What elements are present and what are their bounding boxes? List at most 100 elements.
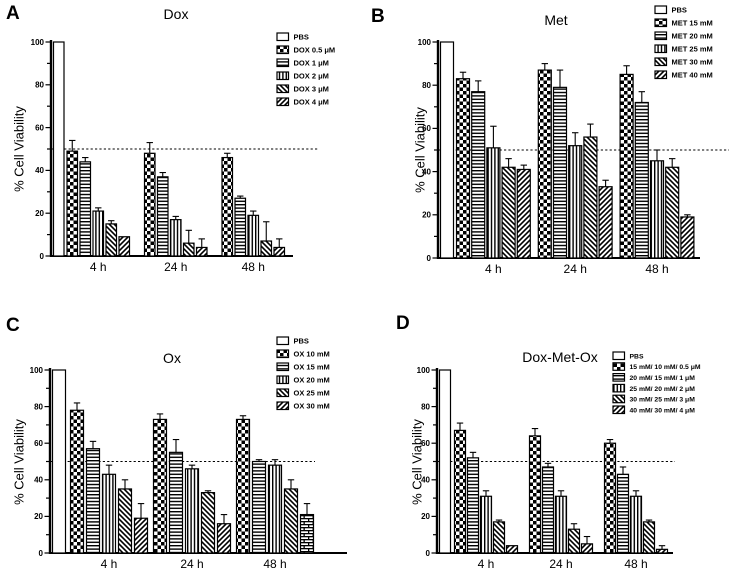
legend-swatch bbox=[612, 394, 626, 404]
legend-swatch bbox=[276, 362, 290, 372]
y-tick-label: 20 bbox=[35, 209, 44, 218]
bar bbox=[85, 448, 101, 554]
panel-b-letter: B bbox=[371, 6, 385, 27]
legend-swatch bbox=[654, 31, 668, 41]
y-tick-label: 100 bbox=[418, 38, 432, 47]
y-tick-label: 40 bbox=[35, 166, 44, 175]
bar bbox=[501, 166, 516, 259]
legend-swatch bbox=[276, 32, 290, 42]
bar bbox=[634, 101, 649, 259]
legend-swatch bbox=[276, 388, 290, 398]
bar bbox=[471, 91, 486, 259]
y-tick-label: 20 bbox=[421, 512, 430, 521]
y-tick-label: 60 bbox=[421, 439, 430, 448]
bar bbox=[655, 548, 669, 554]
bar bbox=[267, 464, 283, 554]
x-tick-label: 24 h bbox=[549, 557, 572, 571]
x-tick-label: 24 h bbox=[180, 557, 203, 571]
panel-b-y-axis-label: % Cell Viability bbox=[412, 107, 428, 193]
bar bbox=[79, 161, 92, 257]
bar bbox=[251, 460, 267, 554]
bar bbox=[568, 145, 583, 259]
legend-label: DOX 2 μM bbox=[294, 71, 329, 80]
y-tick-label: 0 bbox=[426, 549, 431, 558]
bar bbox=[117, 488, 133, 554]
panel-c-chart: 0 20 40 60 80 100 4 h 24 h 48 h PBS OX 10 mM OX 15 … bbox=[30, 336, 347, 571]
legend-label: OX 25 mM bbox=[294, 388, 330, 397]
legend-swatch bbox=[654, 70, 668, 80]
legend-swatch bbox=[654, 57, 668, 67]
bar bbox=[505, 545, 519, 554]
legend-label: 40 mM/ 30 mM/ 4 μM bbox=[630, 407, 696, 414]
y-tick-label: 40 bbox=[34, 476, 43, 485]
y-tick-label: 0 bbox=[427, 254, 432, 263]
legend-label: OX 10 mM bbox=[294, 349, 330, 358]
x-tick-label: 24 h bbox=[564, 262, 587, 276]
panel-d-letter: D bbox=[396, 313, 410, 334]
legend-swatch bbox=[612, 351, 626, 361]
x-tick-label: 4 h bbox=[485, 262, 502, 276]
panel-a-y-axis-label: % Cell Viability bbox=[11, 106, 27, 192]
bar bbox=[152, 418, 168, 554]
bar bbox=[486, 147, 501, 259]
bar bbox=[105, 223, 118, 257]
bar bbox=[118, 236, 131, 257]
bar bbox=[234, 197, 247, 257]
y-tick-label: 40 bbox=[422, 167, 431, 176]
legend-swatch bbox=[276, 375, 290, 385]
y-tick-label: 80 bbox=[422, 81, 431, 90]
legend-label: OX 30 mM bbox=[294, 401, 330, 410]
bar bbox=[616, 473, 630, 554]
bar bbox=[133, 517, 149, 554]
bar bbox=[184, 468, 200, 554]
y-tick-label: 60 bbox=[34, 439, 43, 448]
panel-d-y-axis-label: % Cell Viability bbox=[409, 419, 425, 505]
bar bbox=[453, 429, 467, 554]
bar bbox=[649, 160, 665, 259]
y-tick-label: 20 bbox=[422, 211, 431, 220]
y-tick-label: 40 bbox=[421, 476, 430, 485]
legend-swatch bbox=[276, 58, 290, 68]
bar bbox=[583, 136, 598, 259]
y-tick-label: 100 bbox=[417, 366, 431, 375]
panel-c-title: Ox bbox=[163, 350, 181, 366]
legend-swatch bbox=[276, 97, 290, 107]
legend-label: 20 mM/ 15 mM/ 1 μM bbox=[630, 375, 696, 382]
y-tick-label: 20 bbox=[34, 512, 43, 521]
legend-label: DOX 1 μM bbox=[294, 58, 329, 67]
bar bbox=[438, 369, 452, 554]
legend-label: MET 20 mM bbox=[672, 31, 713, 40]
y-tick-label: 80 bbox=[421, 402, 430, 411]
legend-swatch bbox=[654, 18, 668, 28]
x-tick-label: 4 h bbox=[101, 557, 118, 571]
bar bbox=[603, 442, 617, 554]
bar bbox=[299, 513, 315, 554]
legend-label: DOX 3 μM bbox=[294, 84, 329, 93]
bar bbox=[69, 409, 85, 554]
bar bbox=[156, 176, 169, 257]
legend-swatch bbox=[612, 383, 626, 393]
panel-c-letter: C bbox=[6, 315, 20, 336]
legend-label: PBS bbox=[294, 336, 309, 345]
legend-swatch bbox=[276, 45, 290, 55]
bar bbox=[439, 41, 455, 259]
panel-d-title: Dox-Met-Ox bbox=[522, 349, 598, 365]
legend-label: OX 15 mM bbox=[294, 362, 330, 371]
bar bbox=[537, 69, 552, 259]
bar bbox=[66, 150, 79, 257]
bar bbox=[260, 240, 273, 257]
legend-label: MET 40 mM bbox=[672, 70, 713, 79]
bar bbox=[195, 246, 208, 257]
y-tick-label: 60 bbox=[422, 124, 431, 133]
legend-label: MET 15 mM bbox=[672, 18, 713, 27]
x-tick-label: 4 h bbox=[90, 260, 107, 274]
x-tick-label: 48 h bbox=[645, 262, 668, 276]
x-tick-label: 4 h bbox=[478, 557, 495, 571]
panel-a-chart: 0 20 40 60 80 100 4 h 24 h 48 h PBS DOX 0.5 μM DOX … bbox=[31, 32, 335, 274]
legend-label: PBS bbox=[672, 5, 687, 14]
bar bbox=[479, 495, 493, 554]
bar bbox=[541, 466, 555, 554]
bar bbox=[642, 521, 656, 554]
bar bbox=[101, 473, 117, 554]
